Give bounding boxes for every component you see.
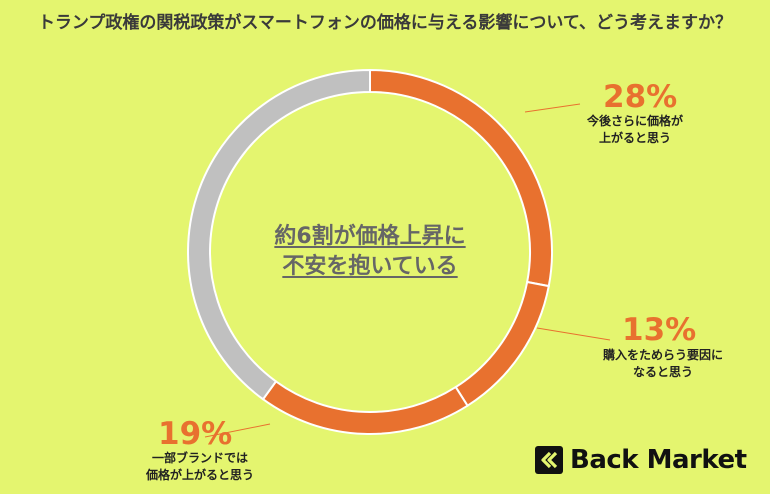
slice-desc-2-line2: 価格が上がると思う: [145, 468, 254, 482]
slice-percent-1: 13%: [622, 312, 697, 348]
leader-line-1: [536, 327, 611, 341]
center-label-line1: 約6割が価格上昇に: [274, 224, 466, 249]
brand-name: Back Market: [570, 445, 747, 475]
slice-desc-2-line1: 一部ブランドでは: [151, 451, 248, 465]
slice-desc-1-line2: なると思う: [632, 365, 693, 379]
slice-desc-1-line1: 購入をためらう要因に: [602, 348, 723, 362]
donut-slice-3: [187, 68, 371, 401]
leader-line-0: [524, 103, 581, 113]
center-label-line2: 不安を抱いている: [282, 254, 458, 279]
chart-title: トランプ政権の関税政策がスマートフォンの価格に与える影響について、どう考えますか…: [37, 13, 733, 33]
leader-lines: [204, 103, 611, 438]
slice-desc-0-line2: 上がると思う: [598, 131, 671, 145]
donut-slice-1: [454, 280, 550, 408]
slice-desc-0: 今後さらに価格が 上がると思う: [560, 113, 710, 147]
back-market-logo-icon: [535, 446, 563, 474]
slice-desc-0-line1: 今後さらに価格が: [586, 114, 683, 128]
slice-percent-2: 19%: [158, 416, 233, 452]
slice-desc-1: 購入をためらう要因に なると思う: [578, 347, 748, 381]
slice-percent-0: 28%: [603, 79, 678, 115]
slice-desc-2: 一部ブランドでは 価格が上がると思う: [125, 450, 275, 484]
back-market-logo: Back Market: [534, 443, 747, 477]
center-label: 約6割が価格上昇に 不安を抱いている: [250, 222, 490, 282]
donut-slices: [187, 68, 553, 435]
donut-slice-2: [261, 380, 469, 435]
leader-line-2: [204, 423, 271, 438]
